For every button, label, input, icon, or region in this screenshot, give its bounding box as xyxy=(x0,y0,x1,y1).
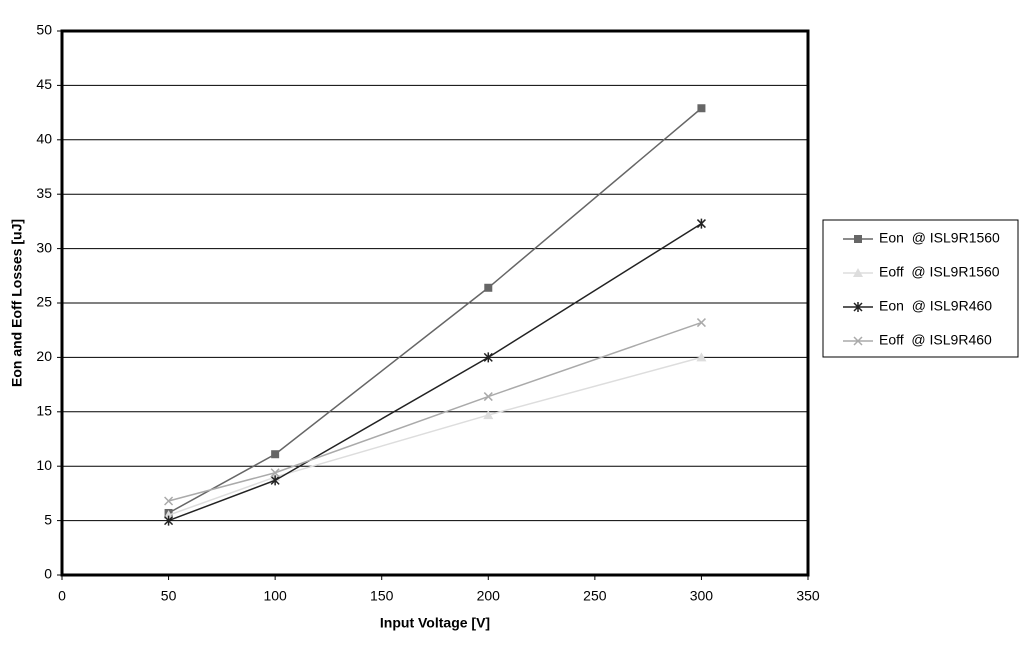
marker xyxy=(484,283,493,292)
y-tick-label: 5 xyxy=(44,511,52,527)
legend: Eon @ ISL9R1560 Eoff @ ISL9R1560 Eon @ ISL… xyxy=(822,219,1019,358)
marker xyxy=(164,515,174,526)
marker xyxy=(270,475,280,486)
marker xyxy=(271,450,280,459)
marker xyxy=(696,352,707,362)
marker xyxy=(164,496,174,506)
y-tick-label: 50 xyxy=(36,22,52,38)
x-tick-label: 50 xyxy=(161,588,177,604)
series-line xyxy=(168,321,702,502)
marker xyxy=(853,268,863,277)
y-tick-label: 25 xyxy=(36,294,52,310)
marker xyxy=(854,235,862,243)
marker xyxy=(270,468,280,478)
marker xyxy=(483,392,493,402)
legend-label: Eoff @ ISL9R1560 xyxy=(879,264,1000,280)
x-tick-label: 250 xyxy=(583,588,607,604)
series-line xyxy=(168,356,702,516)
marker xyxy=(853,336,863,346)
y-tick-label: 30 xyxy=(36,239,52,255)
legend-label: Eon @ ISL9R460 xyxy=(879,298,992,314)
x-axis-label: Input Voltage [V] xyxy=(380,615,490,631)
y-tick-label: 45 xyxy=(36,76,52,92)
marker xyxy=(696,318,706,328)
marker xyxy=(483,352,493,363)
marker xyxy=(853,302,863,312)
legend-label: Eon @ ISL9R1560 xyxy=(879,230,1000,246)
y-tick-label: 40 xyxy=(36,131,52,147)
x-tick-label: 300 xyxy=(690,588,714,604)
x-tick-label: 200 xyxy=(477,588,501,604)
marker xyxy=(697,104,706,113)
series-line xyxy=(168,222,702,522)
plot-frame xyxy=(60,29,810,577)
x-tick-label: 100 xyxy=(263,588,287,604)
y-tick-label: 10 xyxy=(36,457,52,473)
marker xyxy=(483,410,494,420)
legend-label: Eoff @ ISL9R460 xyxy=(879,332,992,348)
y-axis-label: Eon and Eoff Losses [uJ] xyxy=(9,219,25,387)
marker xyxy=(696,218,706,229)
marker xyxy=(163,510,174,520)
x-tick-label: 0 xyxy=(58,588,66,604)
y-tick-label: 35 xyxy=(36,185,52,201)
x-tick-label: 350 xyxy=(796,588,820,604)
y-tick-label: 0 xyxy=(44,566,52,582)
y-tick-label: 15 xyxy=(36,403,52,419)
series-line xyxy=(168,107,702,514)
y-tick-label: 20 xyxy=(36,348,52,364)
x-tick-label: 150 xyxy=(370,588,394,604)
